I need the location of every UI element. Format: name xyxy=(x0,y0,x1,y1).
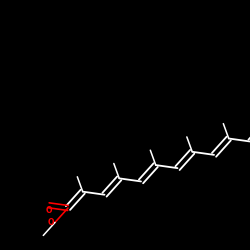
Text: O: O xyxy=(46,206,52,215)
Text: O: O xyxy=(48,218,54,227)
